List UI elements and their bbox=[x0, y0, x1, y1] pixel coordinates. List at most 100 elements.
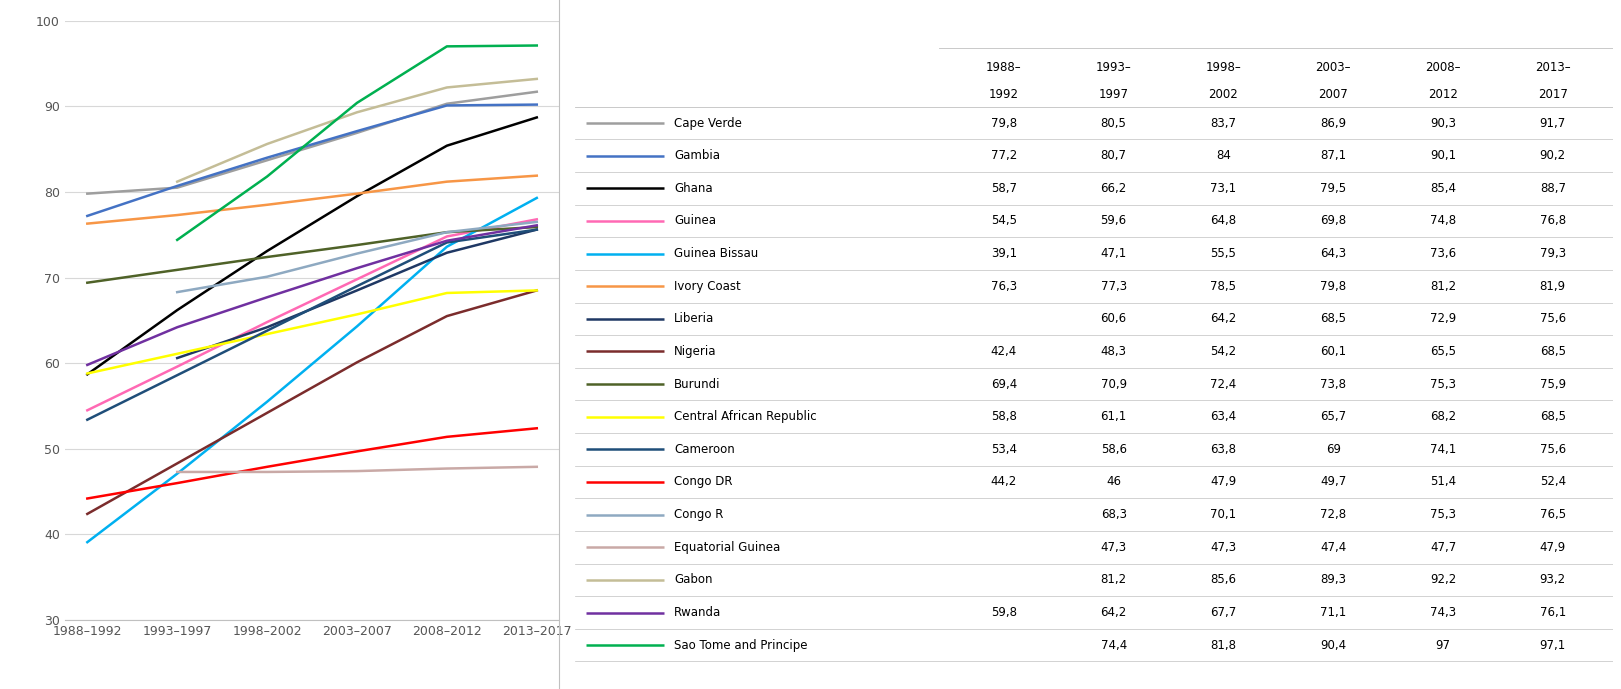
Text: 72,8: 72,8 bbox=[1319, 508, 1347, 521]
Text: 2002: 2002 bbox=[1209, 88, 1238, 101]
Text: 47,7: 47,7 bbox=[1430, 541, 1456, 554]
Text: 79,8: 79,8 bbox=[1319, 280, 1347, 293]
Text: 42,4: 42,4 bbox=[990, 345, 1016, 358]
Text: 76,1: 76,1 bbox=[1540, 606, 1566, 619]
Text: 87,1: 87,1 bbox=[1319, 150, 1347, 162]
Text: 81,2: 81,2 bbox=[1101, 573, 1127, 586]
Text: 58,7: 58,7 bbox=[990, 182, 1016, 195]
Text: 72,4: 72,4 bbox=[1211, 378, 1237, 391]
Text: Guinea: Guinea bbox=[674, 214, 716, 227]
Text: 54,2: 54,2 bbox=[1211, 345, 1237, 358]
Text: 63,8: 63,8 bbox=[1211, 443, 1237, 456]
Text: 2017: 2017 bbox=[1538, 88, 1568, 101]
Text: Sao Tome and Principe: Sao Tome and Principe bbox=[674, 639, 807, 652]
Text: 47,9: 47,9 bbox=[1211, 475, 1237, 489]
Text: 54,5: 54,5 bbox=[990, 214, 1016, 227]
Text: 47,4: 47,4 bbox=[1319, 541, 1347, 554]
Text: 64,2: 64,2 bbox=[1101, 606, 1127, 619]
Text: 47,9: 47,9 bbox=[1540, 541, 1566, 554]
Text: 90,1: 90,1 bbox=[1430, 150, 1456, 162]
Text: 70,1: 70,1 bbox=[1211, 508, 1237, 521]
Text: 53,4: 53,4 bbox=[990, 443, 1016, 456]
Text: 77,3: 77,3 bbox=[1101, 280, 1127, 293]
Text: 72,9: 72,9 bbox=[1430, 312, 1456, 325]
Text: 73,8: 73,8 bbox=[1319, 378, 1345, 391]
Text: 65,7: 65,7 bbox=[1319, 410, 1347, 423]
Text: 68,5: 68,5 bbox=[1540, 410, 1566, 423]
Text: 83,7: 83,7 bbox=[1211, 116, 1237, 130]
Text: 39,1: 39,1 bbox=[990, 247, 1016, 260]
Text: 68,2: 68,2 bbox=[1430, 410, 1456, 423]
Text: 59,6: 59,6 bbox=[1101, 214, 1127, 227]
Text: Congo DR: Congo DR bbox=[674, 475, 733, 489]
Text: 1998–: 1998– bbox=[1206, 61, 1242, 74]
Text: 58,6: 58,6 bbox=[1101, 443, 1127, 456]
Text: 49,7: 49,7 bbox=[1319, 475, 1347, 489]
Text: Cameroon: Cameroon bbox=[674, 443, 734, 456]
Text: 68,3: 68,3 bbox=[1101, 508, 1127, 521]
Text: Equatorial Guinea: Equatorial Guinea bbox=[674, 541, 780, 554]
Text: 89,3: 89,3 bbox=[1319, 573, 1345, 586]
Text: 84: 84 bbox=[1216, 150, 1230, 162]
Text: 97,1: 97,1 bbox=[1540, 639, 1566, 652]
Text: 77,2: 77,2 bbox=[990, 150, 1016, 162]
Text: 47,3: 47,3 bbox=[1101, 541, 1127, 554]
Text: 55,5: 55,5 bbox=[1211, 247, 1237, 260]
Text: 76,3: 76,3 bbox=[990, 280, 1016, 293]
Text: 78,5: 78,5 bbox=[1211, 280, 1237, 293]
Text: 71,1: 71,1 bbox=[1319, 606, 1347, 619]
Text: 1997: 1997 bbox=[1099, 88, 1128, 101]
Text: 64,2: 64,2 bbox=[1211, 312, 1237, 325]
Text: 90,2: 90,2 bbox=[1540, 150, 1566, 162]
Text: 64,3: 64,3 bbox=[1319, 247, 1347, 260]
Text: 69,4: 69,4 bbox=[990, 378, 1016, 391]
Text: 2007: 2007 bbox=[1318, 88, 1349, 101]
Text: 75,3: 75,3 bbox=[1430, 508, 1456, 521]
Text: 88,7: 88,7 bbox=[1540, 182, 1566, 195]
Text: 79,3: 79,3 bbox=[1540, 247, 1566, 260]
Text: 63,4: 63,4 bbox=[1211, 410, 1237, 423]
Text: Gambia: Gambia bbox=[674, 150, 720, 162]
Text: 60,1: 60,1 bbox=[1319, 345, 1347, 358]
Text: 65,5: 65,5 bbox=[1430, 345, 1456, 358]
Text: 58,8: 58,8 bbox=[990, 410, 1016, 423]
Text: Burundi: Burundi bbox=[674, 378, 720, 391]
Text: 70,9: 70,9 bbox=[1101, 378, 1127, 391]
Text: 93,2: 93,2 bbox=[1540, 573, 1566, 586]
Text: Cape Verde: Cape Verde bbox=[674, 116, 742, 130]
Text: 64,8: 64,8 bbox=[1211, 214, 1237, 227]
Text: 61,1: 61,1 bbox=[1101, 410, 1127, 423]
Text: Guinea Bissau: Guinea Bissau bbox=[674, 247, 759, 260]
Text: 92,2: 92,2 bbox=[1430, 573, 1456, 586]
Text: 47,3: 47,3 bbox=[1211, 541, 1237, 554]
Text: Ghana: Ghana bbox=[674, 182, 713, 195]
Text: 44,2: 44,2 bbox=[990, 475, 1016, 489]
Text: 73,1: 73,1 bbox=[1211, 182, 1237, 195]
Text: 2008–: 2008– bbox=[1425, 61, 1461, 74]
Text: Rwanda: Rwanda bbox=[674, 606, 721, 619]
Text: 46: 46 bbox=[1106, 475, 1122, 489]
Text: 1993–: 1993– bbox=[1096, 61, 1131, 74]
Text: 81,2: 81,2 bbox=[1430, 280, 1456, 293]
Text: 85,6: 85,6 bbox=[1211, 573, 1237, 586]
Text: 76,5: 76,5 bbox=[1540, 508, 1566, 521]
Text: 75,6: 75,6 bbox=[1540, 443, 1566, 456]
Text: 74,4: 74,4 bbox=[1101, 639, 1127, 652]
Text: 75,3: 75,3 bbox=[1430, 378, 1456, 391]
Text: 74,1: 74,1 bbox=[1430, 443, 1456, 456]
Text: Ivory Coast: Ivory Coast bbox=[674, 280, 741, 293]
Text: 67,7: 67,7 bbox=[1211, 606, 1237, 619]
Text: Gabon: Gabon bbox=[674, 573, 713, 586]
Text: 73,6: 73,6 bbox=[1430, 247, 1456, 260]
Text: 91,7: 91,7 bbox=[1540, 116, 1566, 130]
Text: 1988–: 1988– bbox=[986, 61, 1021, 74]
Text: 81,9: 81,9 bbox=[1540, 280, 1566, 293]
Text: 80,5: 80,5 bbox=[1101, 116, 1127, 130]
Text: Nigeria: Nigeria bbox=[674, 345, 716, 358]
Text: Central African Republic: Central African Republic bbox=[674, 410, 817, 423]
Text: 51,4: 51,4 bbox=[1430, 475, 1456, 489]
Text: 59,8: 59,8 bbox=[990, 606, 1016, 619]
Text: 97: 97 bbox=[1436, 639, 1451, 652]
Text: 2013–: 2013– bbox=[1535, 61, 1571, 74]
Text: Liberia: Liberia bbox=[674, 312, 715, 325]
